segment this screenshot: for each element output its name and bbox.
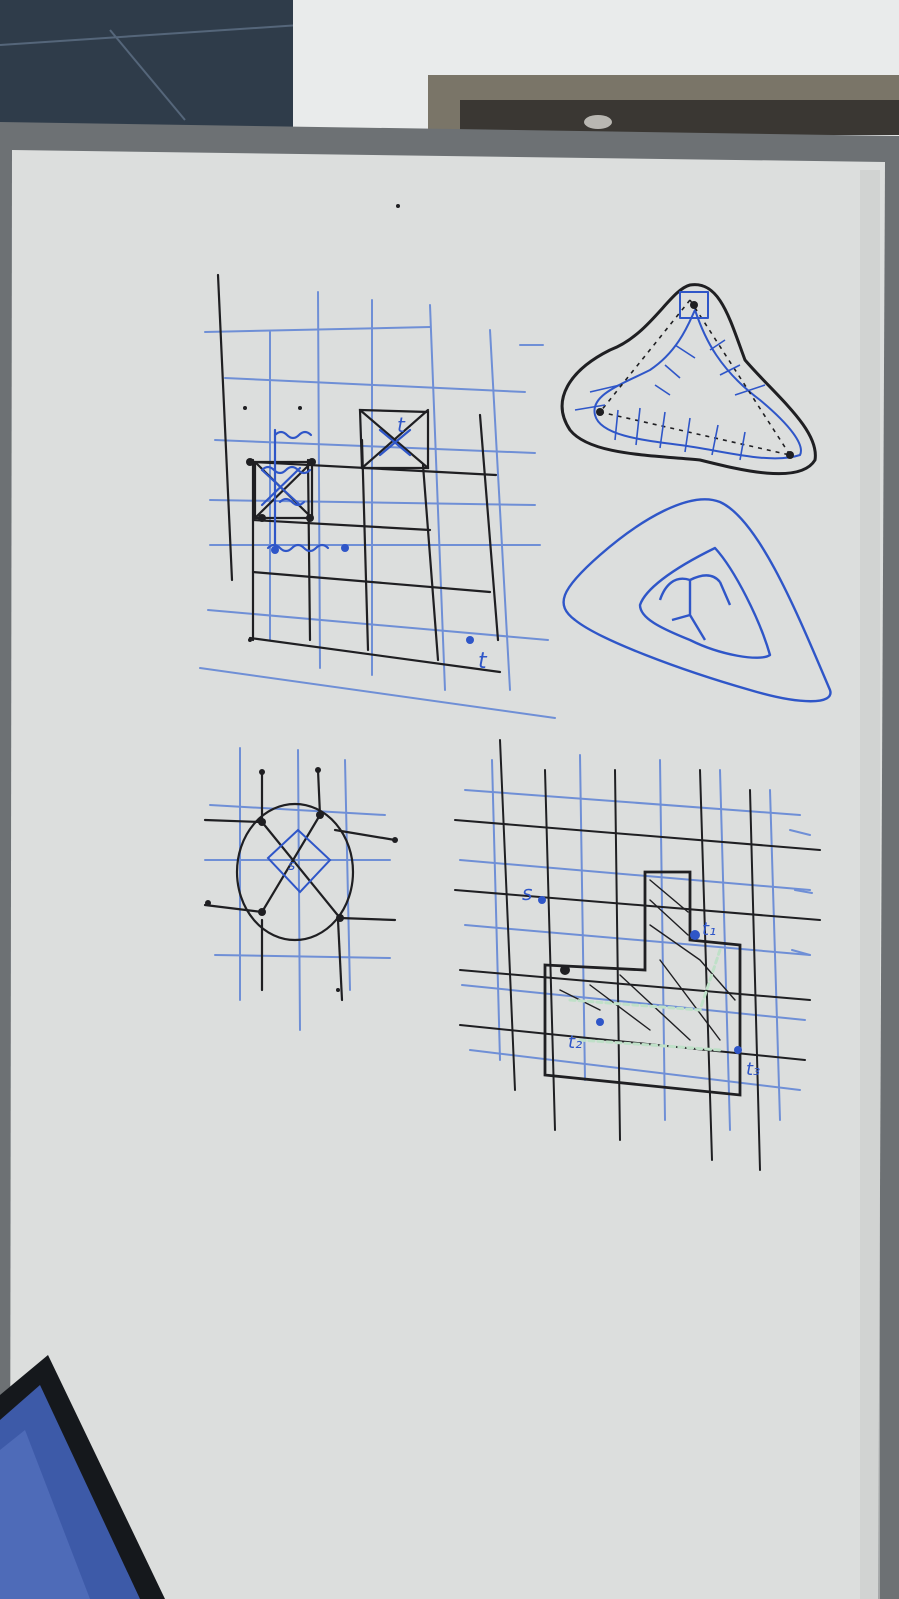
door-hinge — [584, 115, 612, 129]
whiteboard-side-shadow — [860, 170, 880, 1599]
top-grid-box-label-t: t — [397, 413, 406, 437]
circle-label-s: s — [288, 858, 295, 874]
lower-grid-label-t1: t₁ — [702, 919, 716, 940]
lower-grid-label-s: s — [522, 881, 532, 905]
whiteboard-surface — [10, 150, 885, 1599]
board-dot — [396, 204, 400, 208]
top-grid-label-t: t — [478, 649, 488, 674]
door-opening — [460, 100, 899, 135]
lower-grid-label-t2: t₂ — [568, 1032, 582, 1053]
lower-grid-label-t3: t₃ — [746, 1059, 760, 1080]
ceiling — [0, 0, 300, 140]
